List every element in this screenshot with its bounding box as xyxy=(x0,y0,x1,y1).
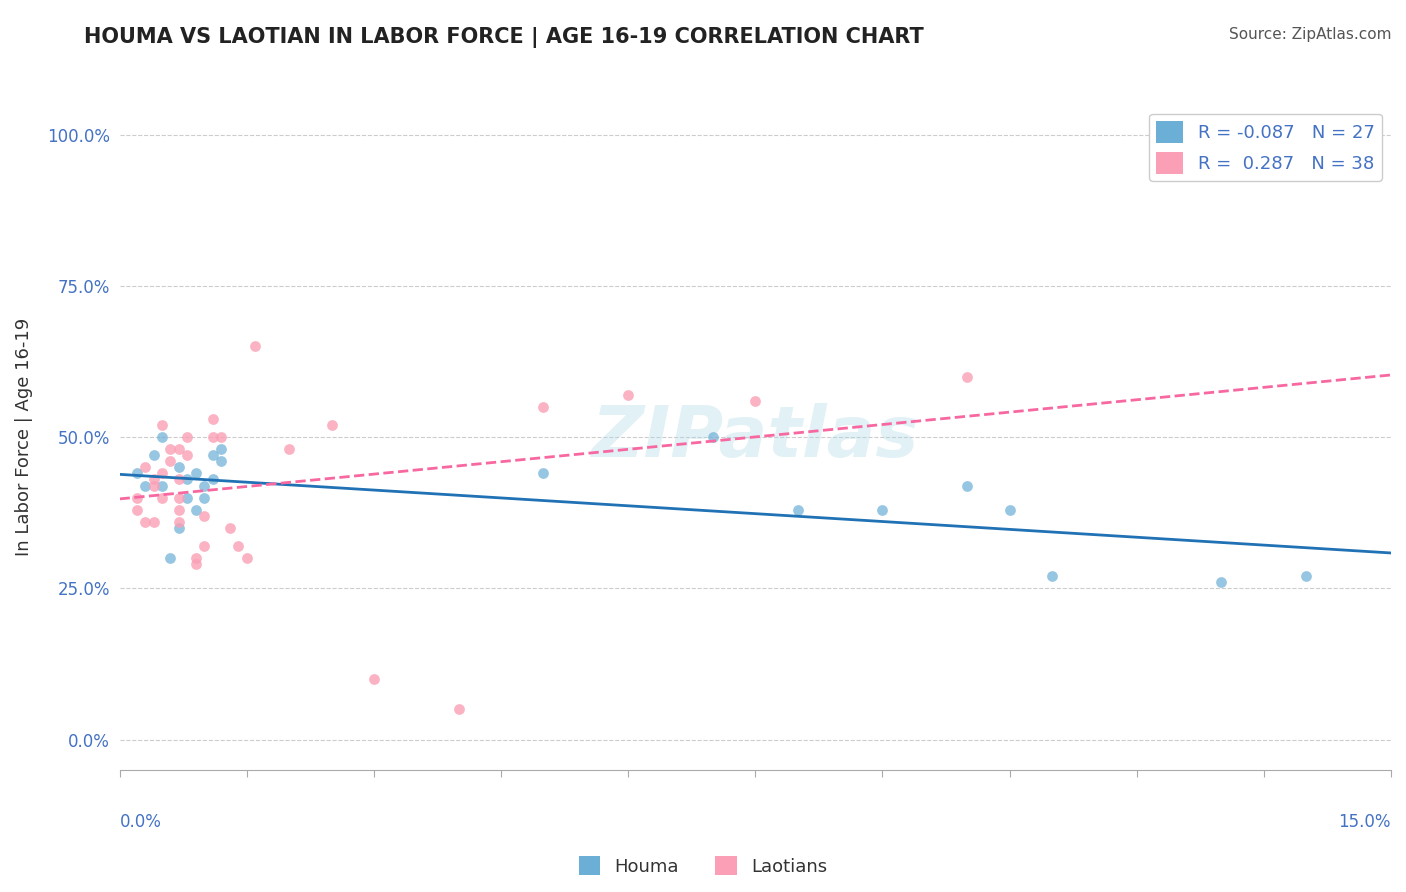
Point xyxy=(184,502,207,516)
Point xyxy=(159,454,181,468)
Point xyxy=(134,460,156,475)
Point xyxy=(159,551,181,566)
Point xyxy=(209,430,232,444)
Point xyxy=(617,388,640,402)
Point xyxy=(167,521,190,535)
Point xyxy=(278,442,301,457)
Point xyxy=(142,478,165,492)
Point xyxy=(125,467,148,481)
Point xyxy=(176,491,198,505)
Point xyxy=(872,502,894,516)
Point xyxy=(134,478,156,492)
Point xyxy=(245,339,267,353)
Point xyxy=(176,430,198,444)
Point xyxy=(531,467,554,481)
Point xyxy=(150,418,173,433)
Point xyxy=(201,412,224,426)
Point xyxy=(209,442,232,457)
Point xyxy=(201,430,224,444)
Point xyxy=(786,502,808,516)
Point xyxy=(167,491,190,505)
Y-axis label: In Labor Force | Age 16-19: In Labor Force | Age 16-19 xyxy=(15,318,32,557)
Point xyxy=(531,400,554,414)
Point xyxy=(744,393,766,408)
Point xyxy=(167,515,190,529)
Point xyxy=(167,460,190,475)
Point xyxy=(226,539,249,553)
Point xyxy=(218,521,240,535)
Point xyxy=(150,478,173,492)
Point xyxy=(1211,575,1233,590)
Point xyxy=(125,502,148,516)
Point xyxy=(1295,569,1317,583)
Point xyxy=(193,478,215,492)
Text: ZIPatlas: ZIPatlas xyxy=(592,402,920,472)
Point xyxy=(167,502,190,516)
Point xyxy=(702,430,724,444)
Point xyxy=(167,473,190,487)
Text: 15.0%: 15.0% xyxy=(1339,813,1391,831)
Point xyxy=(184,467,207,481)
Point xyxy=(142,473,165,487)
Point xyxy=(235,551,257,566)
Point xyxy=(363,672,385,686)
Point xyxy=(142,448,165,462)
Point xyxy=(134,515,156,529)
Point xyxy=(1040,569,1063,583)
Legend: R = -0.087   N = 27, R =  0.287   N = 38: R = -0.087 N = 27, R = 0.287 N = 38 xyxy=(1149,113,1382,181)
Point xyxy=(447,702,470,716)
Point xyxy=(209,454,232,468)
Point xyxy=(150,467,173,481)
Point xyxy=(159,442,181,457)
Point xyxy=(184,551,207,566)
Point xyxy=(150,430,173,444)
Point xyxy=(193,491,215,505)
Point xyxy=(193,508,215,523)
Point xyxy=(142,515,165,529)
Legend: Houma, Laotians: Houma, Laotians xyxy=(571,849,835,883)
Point xyxy=(956,369,979,384)
Point xyxy=(184,557,207,571)
Text: HOUMA VS LAOTIAN IN LABOR FORCE | AGE 16-19 CORRELATION CHART: HOUMA VS LAOTIAN IN LABOR FORCE | AGE 16… xyxy=(84,27,924,48)
Text: 0.0%: 0.0% xyxy=(120,813,162,831)
Point xyxy=(176,448,198,462)
Point xyxy=(167,442,190,457)
Point xyxy=(201,448,224,462)
Point xyxy=(150,491,173,505)
Point xyxy=(321,418,343,433)
Point xyxy=(193,539,215,553)
Point xyxy=(956,478,979,492)
Point xyxy=(201,473,224,487)
Point xyxy=(125,491,148,505)
Point xyxy=(176,473,198,487)
Text: Source: ZipAtlas.com: Source: ZipAtlas.com xyxy=(1229,27,1392,42)
Point xyxy=(998,502,1021,516)
